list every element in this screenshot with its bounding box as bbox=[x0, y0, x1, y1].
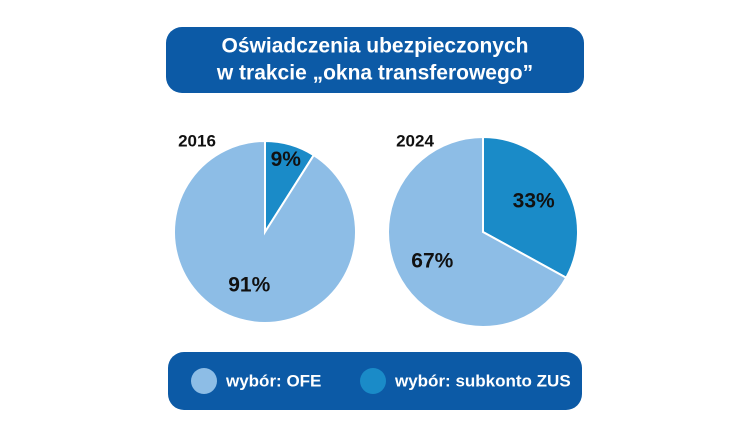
legend-swatch bbox=[191, 368, 217, 394]
pie: 2024 33% 67% bbox=[387, 131, 579, 328]
legend-label: wybór: OFE bbox=[225, 371, 321, 390]
pie-title: 2016 bbox=[178, 131, 216, 150]
pie-slice bbox=[387, 135, 568, 328]
pie-title: 2024 bbox=[396, 131, 434, 150]
title-line: w trakcie „okna transferowego” bbox=[216, 62, 533, 85]
charts: 2016 9% 91% 2024 33% 67% bbox=[173, 131, 579, 328]
value-label: 9% bbox=[271, 148, 302, 171]
value-label: 33% bbox=[513, 190, 555, 213]
value-label: 91% bbox=[228, 274, 270, 297]
pie-slice bbox=[482, 135, 579, 280]
pie: 2016 9% 91% bbox=[173, 131, 357, 324]
title-box bbox=[166, 27, 584, 93]
legend: wybór: OFE wybór: subkonto ZUS bbox=[191, 368, 571, 394]
value-label: 67% bbox=[411, 250, 453, 273]
legend-label: wybór: subkonto ZUS bbox=[394, 371, 571, 390]
title-line: Oświadczenia ubezpieczonych bbox=[222, 35, 529, 58]
legend-swatch bbox=[360, 368, 386, 394]
pie-slice bbox=[173, 139, 357, 324]
